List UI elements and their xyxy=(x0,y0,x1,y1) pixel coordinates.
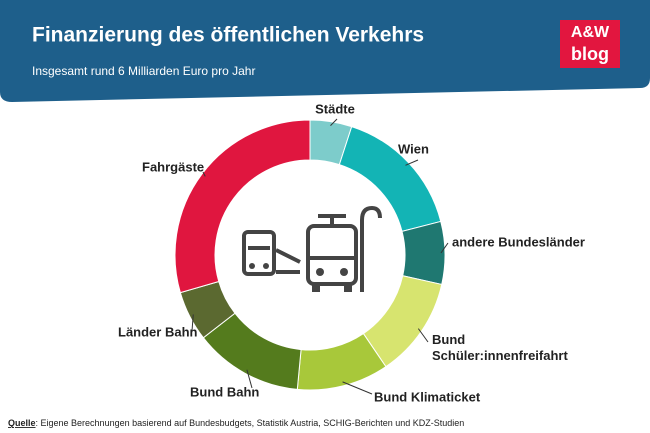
logo-text: blog xyxy=(571,44,609,64)
segment-label: Länder Bahn xyxy=(118,324,198,339)
donut-segment xyxy=(174,119,311,294)
leader-line xyxy=(405,159,419,166)
donut: Städte Wien andere Bundesländer Bund Schüler… xyxy=(118,101,585,404)
segment-label: Bund Bahn xyxy=(190,384,259,399)
segment-label: andere Bundesländer xyxy=(452,234,585,249)
label-line: Bund xyxy=(432,332,465,347)
segment-label: Städte xyxy=(315,101,355,116)
vehicle-wheels xyxy=(249,263,352,292)
segment-label: Wien xyxy=(398,141,429,156)
logo-box xyxy=(560,20,620,68)
header-banner xyxy=(0,0,650,102)
leader-line xyxy=(191,314,194,332)
leader-line xyxy=(202,171,206,177)
source-label: Quelle xyxy=(8,418,36,428)
leader-line xyxy=(440,242,449,254)
chart-title: Finanzierung des öffentlichen Verkehrs xyxy=(32,24,424,47)
logo-text: A&W xyxy=(571,24,610,41)
source-text: Quelle: Eigene Berechnungen basierend au… xyxy=(8,418,464,428)
leader-line xyxy=(417,328,429,343)
donut-segment xyxy=(401,220,446,286)
source: : Eigene Berechnungen basierend auf Bund… xyxy=(36,418,465,428)
vehicle-icons xyxy=(242,206,382,292)
leader-line xyxy=(342,381,373,395)
leader-line xyxy=(330,118,338,126)
segment-label: Bund Schüler:innenfreifahrt xyxy=(432,332,568,363)
chart-subtitle: Insgesamt rund 6 Milliarden Euro pro Jah… xyxy=(32,64,255,78)
leader-line xyxy=(246,369,253,389)
segment-label: Bund Klimaticket xyxy=(374,389,481,404)
label-line: Schüler:innenfreifahrt xyxy=(432,348,568,363)
segment-label: Fahrgäste xyxy=(142,159,204,174)
